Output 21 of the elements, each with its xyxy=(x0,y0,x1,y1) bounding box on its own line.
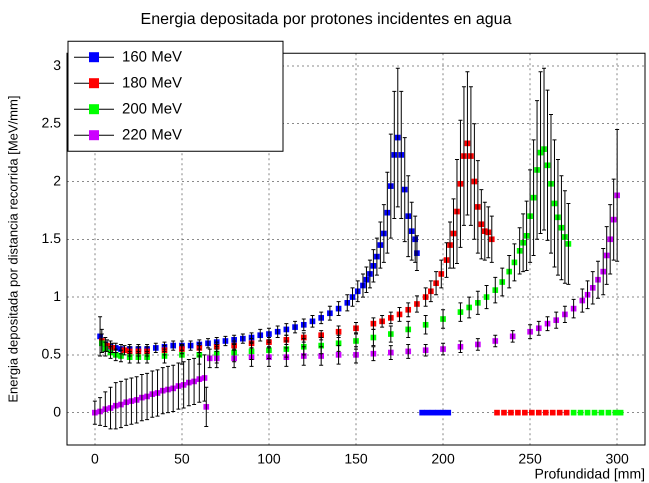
y-axis-title: Energia depositada por distancia recorrida [MeV/mm] xyxy=(5,96,20,403)
legend-label: 160 MeV xyxy=(122,48,182,66)
x-tick-label: 0 xyxy=(90,450,99,466)
x-tick-label: 100 xyxy=(257,450,281,466)
x-tick-label: 300 xyxy=(605,450,630,466)
x-tick-label: 250 xyxy=(518,450,542,466)
legend-label: 200 MeV xyxy=(122,100,182,118)
y-tick-label: 1.5 xyxy=(42,230,62,246)
y-tick-label: 2.5 xyxy=(42,114,62,131)
y-tick-label: 1 xyxy=(53,288,62,304)
legend-label: 180 MeV xyxy=(122,74,182,92)
y-tick-label: 3 xyxy=(53,56,62,73)
chart-title: Energia depositada por protones incidentes en agua xyxy=(140,11,512,28)
x-tick-label: 200 xyxy=(431,450,455,466)
y-tick-label: 0 xyxy=(53,404,62,420)
y-tick-label: 0.5 xyxy=(42,346,62,362)
x-axis-title: Profundidad [mm] xyxy=(534,465,645,482)
legend-label: 220 MeV xyxy=(122,126,182,144)
x-tick-label: 150 xyxy=(344,450,368,466)
y-tick-label: 2 xyxy=(53,172,62,188)
x-tick-label: 50 xyxy=(174,450,190,466)
